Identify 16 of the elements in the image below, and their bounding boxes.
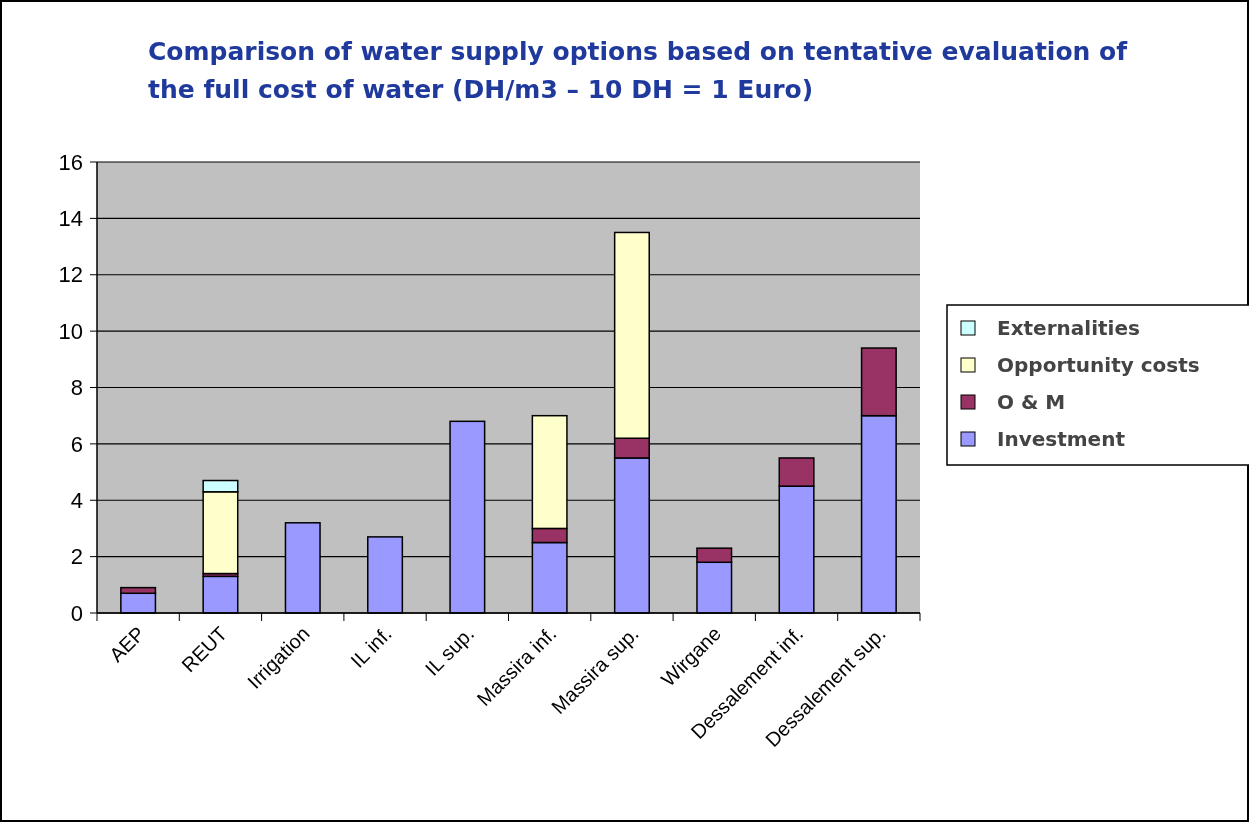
y-tick-label: 2 bbox=[70, 544, 83, 570]
x-tick-label: IL sup. bbox=[420, 622, 479, 680]
legend-label: Externalities bbox=[997, 316, 1140, 340]
y-tick-label: 16 bbox=[58, 149, 83, 175]
legend-label: O & M bbox=[997, 390, 1066, 414]
y-tick-label: 12 bbox=[58, 262, 83, 288]
y-tick-label: 10 bbox=[58, 318, 83, 344]
legend-label: Opportunity costs bbox=[997, 353, 1200, 377]
chart-title: Comparison of water supply options based on tentative evaluation of the full cost of water (DH/m3 – 10 DH = 1 Euro) bbox=[148, 37, 1129, 104]
y-tick-label: 4 bbox=[70, 487, 83, 513]
y-tick-label: 8 bbox=[70, 375, 83, 401]
y-tick-label: 6 bbox=[70, 431, 83, 457]
legend-label: Investment bbox=[997, 427, 1126, 451]
x-tick-label: IL inf. bbox=[346, 622, 396, 672]
y-tick-label: 14 bbox=[58, 206, 83, 232]
y-tick-label: 0 bbox=[70, 600, 83, 626]
